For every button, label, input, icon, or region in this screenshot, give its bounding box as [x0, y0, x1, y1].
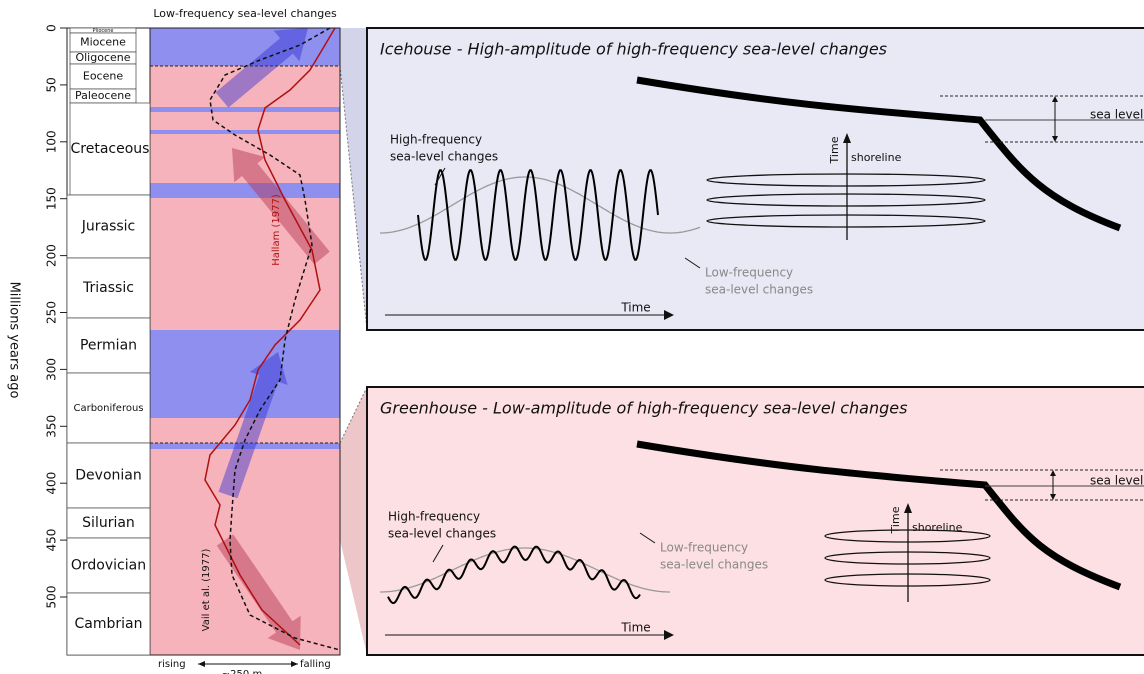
high-frequency-wave: [387, 545, 641, 605]
label: 50: [45, 77, 59, 92]
icehouse-band: [150, 130, 340, 134]
label: rising: [158, 659, 186, 670]
label: ~250 m: [222, 669, 262, 674]
connector-edge: [339, 65, 368, 331]
pointer: [434, 167, 446, 186]
label: sea-level changes: [390, 150, 498, 164]
shore-head: [843, 133, 851, 143]
label: Cretaceous: [71, 141, 150, 157]
label: Permian: [80, 338, 137, 354]
period-cell: [66, 257, 151, 319]
sl-heads: [1050, 470, 1056, 500]
label: falling: [300, 659, 331, 670]
label: Eocene: [83, 70, 123, 83]
label: Time: [828, 136, 841, 164]
trend-arrow: [232, 148, 330, 265]
trend-arrow: [218, 352, 288, 499]
label: 350: [45, 415, 59, 438]
label: Millions years ago: [7, 282, 22, 399]
label: Pliocene: [93, 28, 114, 34]
shelf-profile: [636, 76, 1122, 232]
label: 250: [45, 301, 59, 324]
period-cell: [69, 102, 151, 196]
trend-arrow: [216, 534, 301, 650]
icehouse-band: [150, 107, 340, 112]
connector: [340, 28, 367, 330]
label: Time: [620, 621, 650, 635]
label: Devonian: [75, 468, 141, 484]
period-cell: [66, 194, 151, 259]
icehouse-band: [150, 28, 340, 66]
trend-arrow: [215, 28, 308, 108]
period-cell: [66, 442, 151, 509]
label: Cambrian: [75, 616, 143, 632]
label: 0: [45, 24, 59, 32]
high-frequency-wave: [417, 169, 659, 261]
label: Triassic: [82, 280, 134, 296]
label: Low-frequency: [705, 266, 793, 280]
label: Oligocene: [75, 51, 130, 64]
label: Ordovician: [71, 558, 146, 574]
label: sea-level changes: [660, 558, 768, 572]
period-cell: [66, 372, 151, 444]
label: Silurian: [82, 515, 135, 531]
label: shoreline: [912, 521, 963, 534]
time-head: [664, 310, 674, 320]
label: Jurassic: [81, 219, 136, 235]
label: shoreline: [851, 151, 902, 164]
shore-head: [904, 503, 912, 513]
label: 100: [45, 130, 59, 153]
label: Greenhouse - Low-amplitude of high-frequ…: [380, 399, 907, 418]
pointer: [432, 544, 444, 563]
label: 450: [45, 529, 59, 552]
label: 300: [45, 358, 59, 381]
label: Hallam (1977): [271, 194, 282, 266]
label: sea-level changes: [388, 527, 496, 541]
period-cell: [66, 317, 151, 374]
label: sea-level changes: [705, 283, 813, 297]
shoreline-loop: [706, 214, 986, 228]
panel: [366, 386, 1144, 656]
shoreline-loop: [706, 193, 986, 207]
icehouse-band: [150, 183, 340, 198]
label: Time: [889, 506, 902, 534]
label: sea level: [1090, 474, 1143, 488]
label: 200: [45, 244, 59, 267]
label: High-frequency: [388, 510, 480, 524]
pointer: [684, 257, 701, 269]
label: 500: [45, 586, 59, 609]
label: sea level: [1090, 108, 1143, 122]
connector: [340, 387, 367, 655]
label: Carboniferous: [73, 403, 143, 414]
label: Paleocene: [75, 89, 131, 102]
label: Time: [620, 301, 650, 315]
label: 400: [45, 472, 59, 495]
label: 150: [45, 187, 59, 210]
shelf-profile: [636, 440, 1122, 591]
vail-curve: [209, 27, 341, 651]
time-head: [664, 630, 674, 640]
shoreline-loop: [706, 173, 986, 187]
label: Low-frequency sea-level changes: [153, 7, 337, 20]
icehouse-band: [150, 330, 340, 418]
pointer: [639, 532, 656, 544]
label: High-frequency: [390, 133, 482, 147]
label: Vail et al. (1977): [201, 549, 212, 632]
icehouse-band: [150, 443, 340, 449]
label: Miocene: [80, 36, 126, 49]
label: Low-frequency: [660, 541, 748, 555]
period-cell: [66, 537, 151, 594]
period-cell: [69, 63, 137, 90]
hallam-curve: [204, 27, 336, 646]
period-cell: [66, 592, 151, 656]
label: Icehouse - High-amplitude of high-freque…: [380, 40, 887, 59]
